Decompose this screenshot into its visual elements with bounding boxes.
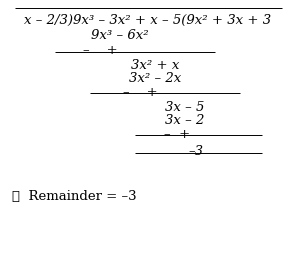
Text: x – 2/3)9x³ – 3x² + x – 5(9x² + 3x + 3: x – 2/3)9x³ – 3x² + x – 5(9x² + 3x + 3 bbox=[24, 14, 271, 27]
Text: ∴  Remainder = –3: ∴ Remainder = –3 bbox=[12, 190, 137, 203]
Text: 3x² + x: 3x² + x bbox=[131, 59, 179, 72]
Text: –    +: – + bbox=[123, 86, 157, 99]
Text: 3x² – 2x: 3x² – 2x bbox=[129, 72, 181, 85]
Text: 3x – 2: 3x – 2 bbox=[165, 114, 205, 127]
Text: 3x – 5: 3x – 5 bbox=[165, 101, 205, 114]
Text: –3: –3 bbox=[189, 145, 203, 158]
Text: –    +: – + bbox=[83, 44, 117, 57]
Text: –  +: – + bbox=[164, 128, 190, 141]
Text: 9x³ – 6x²: 9x³ – 6x² bbox=[91, 29, 149, 42]
